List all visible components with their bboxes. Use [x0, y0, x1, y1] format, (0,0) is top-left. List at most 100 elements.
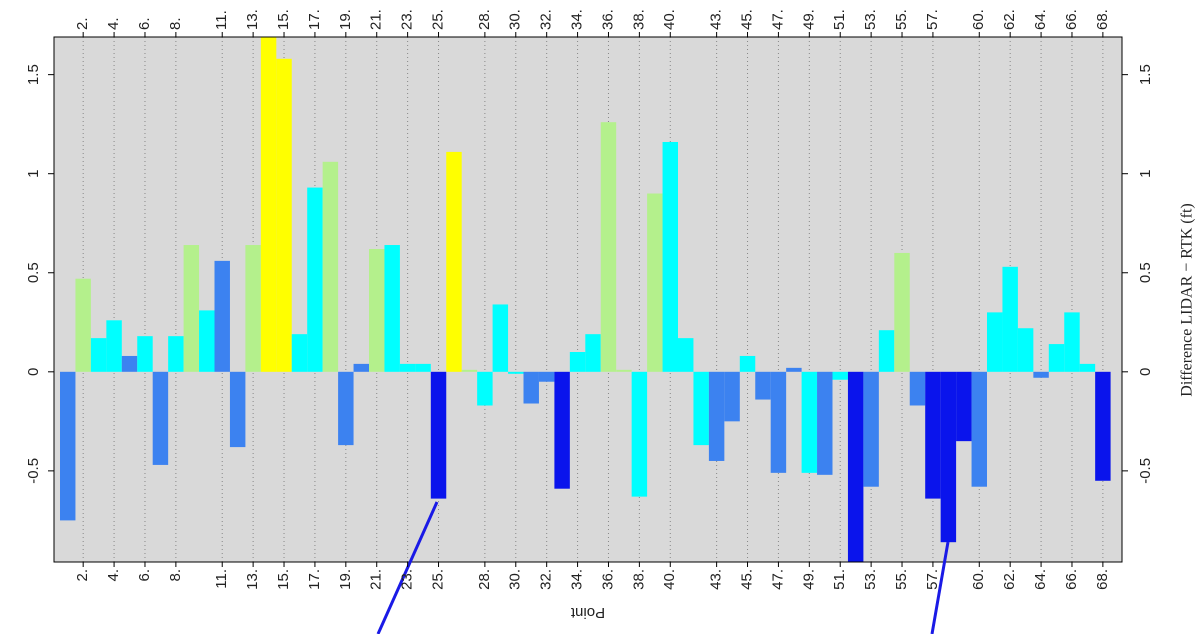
- bar: [1079, 363, 1096, 372]
- x-tick-label-top: 66.: [1063, 9, 1080, 30]
- bar: [631, 371, 648, 497]
- bar: [446, 151, 462, 372]
- plot-frame: [53, 36, 1123, 563]
- x-tick-label: 51.: [831, 569, 848, 590]
- bar: [693, 371, 709, 446]
- bar: [925, 371, 941, 499]
- bar: [894, 252, 910, 372]
- bar: [569, 352, 586, 372]
- x-tick-label-top: 23.: [399, 9, 416, 30]
- bar: [878, 330, 895, 372]
- x-tick-label: 47.: [769, 569, 786, 590]
- x-tick-label-top: 43.: [708, 9, 725, 30]
- y-tick-label-right: 1.5: [1137, 64, 1154, 85]
- bar: [1033, 371, 1049, 378]
- bar: [183, 245, 200, 372]
- x-tick-label: 19.: [337, 569, 354, 590]
- x-tick-label: 57.: [924, 569, 941, 590]
- bar: [940, 371, 957, 543]
- x-tick-label: 62.: [1001, 569, 1018, 590]
- x-tick-label-top: 30.: [507, 9, 524, 30]
- x-tick-label-top: 55.: [893, 9, 910, 30]
- bar: [477, 371, 493, 406]
- x-tick-label: 49.: [800, 569, 817, 590]
- x-tick-label-top: 57.: [924, 9, 941, 30]
- x-tick-label-top: 34.: [569, 9, 586, 30]
- y-tick-label: 0: [25, 368, 42, 376]
- bar: [1048, 344, 1065, 372]
- bar: [369, 248, 385, 372]
- y-tick-label: -0.5: [25, 458, 42, 484]
- x-tick-label-top: 21.: [368, 9, 385, 30]
- x-tick-label-top: 64.: [1032, 9, 1049, 30]
- bar: [724, 371, 740, 422]
- x-tick-label: 32.: [538, 569, 555, 590]
- bar: [260, 37, 277, 372]
- bar: [168, 336, 184, 372]
- x-tick-label-top: 6.: [136, 17, 153, 30]
- x-tick-label-top: 4.: [105, 17, 122, 30]
- bar: [770, 371, 787, 473]
- bar: [106, 320, 122, 372]
- x-tick-label-top: 32.: [538, 9, 555, 30]
- x-tick-label-top: 45.: [738, 9, 755, 30]
- x-tick-label-top: 17.: [306, 9, 323, 30]
- x-tick-label-top: 51.: [831, 9, 848, 30]
- bar: [786, 367, 802, 372]
- bar: [245, 245, 261, 372]
- bar: [600, 122, 617, 372]
- y-tick-label: 1: [25, 170, 42, 178]
- x-tick-label-top: 60.: [970, 9, 987, 30]
- bar: [137, 336, 153, 372]
- x-tick-label: 43.: [708, 569, 725, 590]
- bar: [430, 371, 447, 499]
- bar: [832, 371, 848, 380]
- x-tick-label: 11.: [213, 569, 230, 589]
- bar: [987, 312, 1003, 372]
- bar: [662, 142, 678, 372]
- bar: [229, 371, 246, 448]
- bar: [338, 371, 354, 446]
- x-tick-label-top: 15.: [275, 9, 292, 30]
- bar: [1002, 266, 1018, 372]
- bar: [353, 363, 369, 372]
- bar: [384, 245, 400, 372]
- bar: [60, 371, 76, 521]
- bar: [322, 161, 339, 372]
- bar: [152, 371, 169, 465]
- x-tick-label-top: 25.: [429, 9, 446, 30]
- bar: [1095, 371, 1111, 481]
- bar: [492, 304, 509, 372]
- bar: [199, 310, 215, 372]
- annotation-line: [930, 541, 950, 635]
- annotation-line: [376, 501, 439, 635]
- x-tick-label-top: 28.: [476, 9, 493, 30]
- bar: [538, 371, 555, 382]
- x-tick-label: 21.: [368, 569, 385, 590]
- x-tick-label: 40.: [661, 569, 678, 590]
- y-axis-title: Difference LIDAR − RTK (ft): [1179, 203, 1196, 396]
- x-tick-label-top: 38.: [630, 9, 647, 30]
- bar: [523, 371, 539, 404]
- x-tick-label: 38.: [630, 569, 647, 590]
- bar: [554, 371, 570, 489]
- x-tick-label-top: 13.: [244, 9, 261, 30]
- x-tick-label: 53.: [862, 569, 879, 590]
- x-tick-label: 6.: [136, 569, 153, 582]
- x-tick-label-top: 47.: [769, 9, 786, 30]
- bar: [755, 371, 771, 400]
- bar: [121, 355, 138, 372]
- x-tick-label: 34.: [569, 569, 586, 590]
- x-tick-label: 8.: [167, 569, 184, 582]
- bar: [1017, 328, 1034, 372]
- bar: [415, 363, 431, 372]
- y-tick-label-right: -0.5: [1137, 458, 1154, 484]
- y-tick-label: 0.5: [25, 262, 42, 283]
- x-tick-label: 45.: [738, 569, 755, 590]
- x-tick-label-top: 2.: [74, 17, 91, 30]
- x-tick-label: 36.: [599, 569, 616, 590]
- x-tick-label: 23.: [399, 569, 416, 590]
- bar: [307, 187, 323, 372]
- x-tick-label: 66.: [1063, 569, 1080, 590]
